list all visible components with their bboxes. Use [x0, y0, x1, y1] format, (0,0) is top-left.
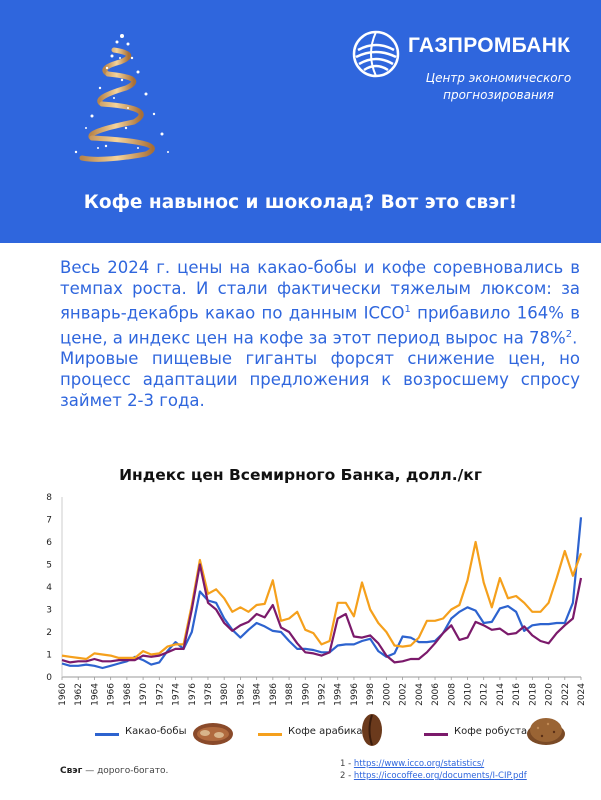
footnote-1: 1 - https://www.icco.org/statistics/ — [340, 758, 527, 770]
x-tick-label: 2014 — [496, 683, 506, 706]
x-tick-label: 1964 — [90, 683, 100, 706]
x-tick-label: 1998 — [366, 683, 376, 706]
article-text: Весь 2024 г. цены на какао-бобы и кофе с… — [60, 257, 580, 411]
x-tick-label: 1978 — [204, 683, 214, 706]
x-tick-label: 1960 — [58, 683, 68, 706]
footnote-ref-1: 1 — [404, 304, 411, 315]
logo-name: ГАЗПРОМБАНК — [408, 34, 571, 57]
paragraph-1-part-a: Весь 2024 г. цены на какао-бобы и кофе с… — [60, 258, 580, 323]
footnotes: 1 - https://www.icco.org/statistics/ 2 -… — [340, 758, 527, 782]
x-tick-label: 2012 — [480, 683, 490, 706]
x-tick-label: 2022 — [561, 683, 571, 706]
legend-label-arabica: Кофе арабика — [288, 726, 363, 737]
x-tick-label: 1990 — [301, 683, 311, 706]
glossary-note: Свэг — дорого-богато. — [60, 766, 168, 776]
x-tick-label: 1974 — [172, 683, 182, 706]
globe-logo-icon — [352, 30, 400, 78]
legend-swatch-robusta — [424, 733, 448, 736]
legend-swatch-arabica — [258, 733, 282, 736]
x-tick-label: 1984 — [253, 683, 263, 706]
x-tick-label: 2002 — [399, 683, 409, 706]
paragraph-1-part-c: . — [572, 328, 578, 347]
christmas-tree-icon — [74, 34, 169, 162]
legend-label-robusta: Кофе робуста — [454, 726, 528, 737]
x-tick-label: 1988 — [285, 683, 295, 706]
y-tick-label: 4 — [46, 583, 52, 593]
x-tick-label: 1992 — [318, 683, 328, 706]
y-tick-label: 1 — [46, 651, 52, 661]
coffee-bean-icon — [362, 714, 382, 746]
footnote-2: 2 - https://icocoffee.org/documents/I-CI… — [340, 770, 527, 782]
y-tick-label: 3 — [46, 606, 52, 616]
glossary-term: Свэг — [60, 766, 83, 776]
x-tick-label: 2008 — [447, 683, 457, 706]
banner-title: Кофе навынос и шоколад? Вот это свэг! — [83, 192, 518, 213]
x-tick-label: 1966 — [107, 683, 117, 706]
paragraph-1: Весь 2024 г. цены на какао-бобы и кофе с… — [60, 257, 580, 348]
x-tick-label: 1972 — [155, 683, 165, 706]
x-tick-label: 2006 — [431, 683, 441, 706]
x-tick-label: 1986 — [269, 683, 279, 706]
header-banner: ГАЗПРОМБАНК Центр экономического прогноз… — [0, 0, 601, 243]
paragraph-2: Мировые пищевые гиганты форсят снижение … — [60, 349, 580, 410]
x-tick-label: 2004 — [415, 683, 425, 706]
footnote-1-prefix: 1 - — [340, 759, 354, 769]
chart-title: Индекс цен Всемирного Банка, долл./кг — [119, 466, 482, 484]
logo-subtitle: Центр экономического прогнозирования — [425, 71, 572, 102]
series-line-2 — [61, 563, 583, 664]
y-tick-label: 8 — [46, 493, 52, 503]
price-index-chart: 0 1 2 3 4 5 6 7 8 1960 1962 1964 1966 1968 1970 1972 197… — [46, 493, 587, 706]
x-tick-label: 2000 — [382, 683, 392, 706]
x-tick-label: 1994 — [334, 683, 344, 706]
glossary-definition: — дорого-богато. — [82, 766, 169, 776]
x-tick-label: 1996 — [350, 683, 360, 706]
footnote-2-link[interactable]: https://icocoffee.org/documents/I-CIP.pd… — [353, 771, 527, 781]
x-tick-label: 1970 — [139, 683, 149, 706]
y-tick-label: 0 — [46, 673, 52, 683]
x-tick-label: 1962 — [74, 683, 84, 706]
x-tick-label: 1980 — [220, 683, 230, 706]
footnote-1-link[interactable]: https://www.icco.org/statistics/ — [353, 759, 485, 769]
x-tick-label: 2016 — [512, 683, 522, 706]
x-tick-label: 1968 — [123, 683, 133, 706]
legend-label-cocoa: Какао-бобы — [125, 726, 187, 737]
chart-legend: Какао-бобы Кофе арабика Кофе робуста — [0, 714, 601, 750]
footnote-ref-2: 2 — [565, 328, 573, 340]
x-tick-label: 2010 — [463, 683, 473, 706]
y-tick-label: 5 — [46, 561, 52, 571]
series-line-1 — [61, 540, 583, 661]
x-tick-label: 2020 — [545, 683, 555, 706]
paragraph-1-part-b: прибавило 164% в цене, а индекс цен на к… — [60, 303, 580, 348]
cocoa-beans-icon — [193, 723, 233, 745]
y-tick-label: 6 — [46, 538, 52, 548]
y-tick-label: 2 — [46, 628, 52, 638]
footnote-2-prefix: 2 - — [340, 771, 354, 781]
ground-coffee-icon — [527, 718, 565, 745]
x-tick-label: 2018 — [528, 683, 538, 706]
x-tick-label: 2024 — [577, 683, 587, 706]
x-tick-label: 1982 — [236, 683, 246, 706]
legend-swatch-cocoa — [95, 733, 119, 736]
x-tick-label: 1976 — [188, 683, 198, 706]
series-line-0 — [61, 517, 583, 670]
y-tick-label: 7 — [46, 516, 52, 526]
